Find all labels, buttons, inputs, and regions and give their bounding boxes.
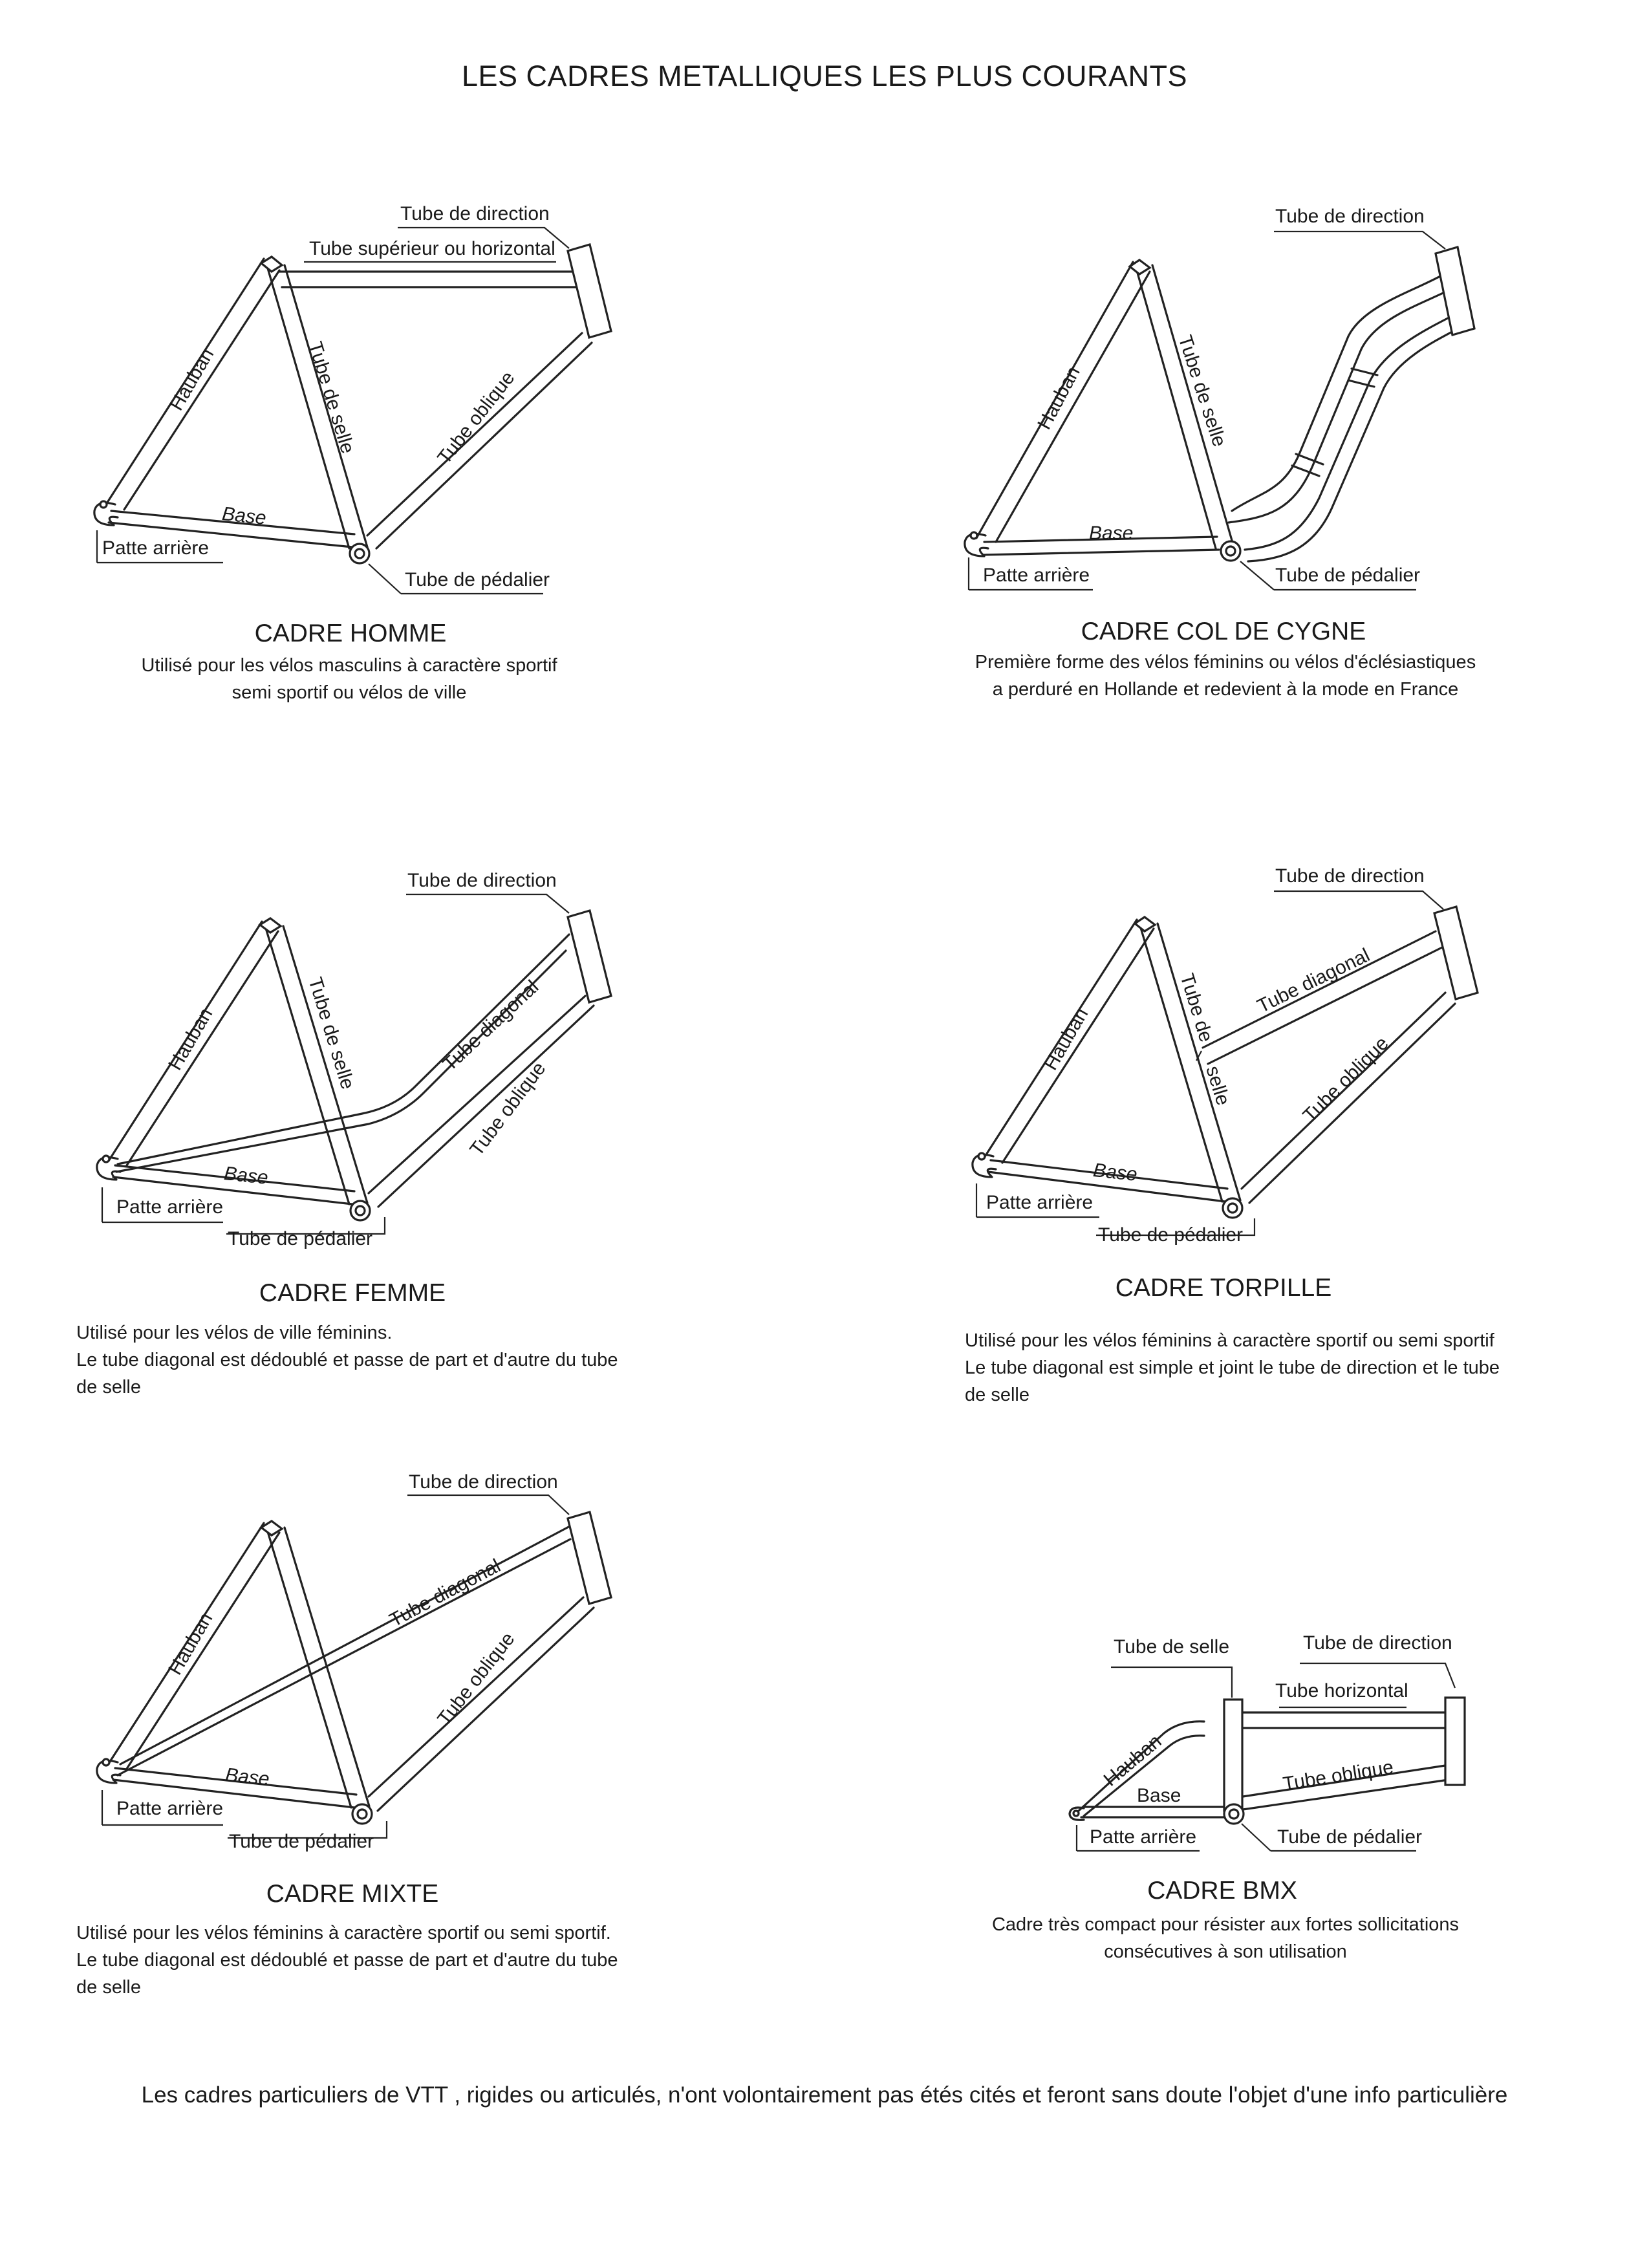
label-tube-pedalier: Tube de pédalier	[405, 569, 550, 590]
caption-cadre-bmx: CADRE BMX	[1147, 1877, 1297, 1905]
desc-line: Utilisé pour les vélos de ville féminins…	[76, 1323, 393, 1343]
label-patte-arriere: Patte arrière	[983, 565, 1090, 586]
caption-cadre-torpille: CADRE TORPILLE	[1115, 1274, 1332, 1302]
desc-line: Utilisé pour les vélos féminins à caract…	[965, 1330, 1494, 1351]
label-tube-direction: Tube de direction	[409, 1471, 558, 1493]
desc-line: semi sportif ou vélos de ville	[232, 682, 467, 703]
label-patte-arriere: Patte arrière	[116, 1196, 224, 1218]
label-tube-pedalier: Tube de pédalier	[1098, 1224, 1244, 1246]
label-patte-arriere: Patte arrière	[102, 537, 210, 559]
desc-line: Le tube diagonal est dédoublé et passe d…	[76, 1950, 618, 1971]
label-tube-direction: Tube de direction	[400, 203, 550, 224]
desc-line: Utilisé pour les vélos masculins à carac…	[141, 655, 557, 676]
label-tube-direction: Tube de direction	[1275, 865, 1425, 887]
label-base: Base	[1137, 1785, 1181, 1806]
label-tube-pedalier: Tube de pédalier	[228, 1228, 373, 1249]
footer-note: Les cadres particuliers de VTT , rigides…	[141, 2082, 1508, 2108]
caption-cadre-mixte: CADRE MIXTE	[266, 1880, 439, 1908]
desc-line: de selle	[965, 1385, 1029, 1405]
caption-cadre-homme: CADRE HOMME	[254, 620, 447, 647]
label-patte-arriere: Patte arrière	[116, 1798, 224, 1819]
desc-line: Cadre très compact pour résister aux for…	[991, 1914, 1460, 1935]
desc-line: consécutives à son utilisation	[1104, 1941, 1347, 1962]
label-tube-pedalier: Tube de pédalier	[229, 1831, 374, 1852]
desc-cadre-col-de-cygne: Première forme des vélos féminins ou vél…	[934, 649, 1516, 703]
label-tube-superieur: Tube supérieur ou horizontal	[309, 238, 555, 259]
desc-cadre-mixte: Utilisé pour les vélos féminins à caract…	[76, 1919, 671, 2001]
desc-line: de selle	[76, 1377, 141, 1398]
desc-cadre-bmx: Cadre très compact pour résister aux for…	[954, 1911, 1497, 1965]
caption-cadre-femme: CADRE FEMME	[259, 1279, 446, 1307]
label-tube-horizontal: Tube horizontal	[1275, 1680, 1408, 1701]
desc-cadre-homme: Utilisé pour les vélos masculins à carac…	[97, 652, 601, 706]
desc-line: Le tube diagonal est simple et joint le …	[965, 1357, 1500, 1378]
label-tube-pedalier: Tube de pédalier	[1275, 565, 1421, 586]
page-title: LES CADRES METALLIQUES LES PLUS COURANTS	[462, 59, 1187, 92]
desc-cadre-femme: Utilisé pour les vélos de ville féminins…	[76, 1319, 658, 1401]
label-tube-selle: Tube de selle	[1114, 1636, 1230, 1658]
desc-cadre-torpille: Utilisé pour les vélos féminins à caract…	[965, 1327, 1586, 1409]
label-tube-direction: Tube de direction	[1275, 206, 1425, 227]
desc-line: Le tube diagonal est dédoublé et passe d…	[76, 1350, 618, 1370]
label-patte-arriere: Patte arrière	[986, 1192, 1094, 1213]
label-tube-pedalier: Tube de pédalier	[1277, 1826, 1423, 1848]
label-tube-direction: Tube de direction	[1303, 1632, 1452, 1654]
desc-line: de selle	[76, 1977, 141, 1998]
caption-cadre-col-de-cygne: CADRE COL DE CYGNE	[1081, 618, 1366, 645]
label-patte-arriere: Patte arrière	[1090, 1826, 1197, 1848]
desc-line: Première forme des vélos féminins ou vél…	[975, 652, 1476, 673]
label-base: Base	[1089, 523, 1134, 544]
desc-line: Utilisé pour les vélos féminins à caract…	[76, 1923, 611, 1943]
desc-line: a perduré en Hollande et redevient à la …	[992, 679, 1459, 700]
label-tube-direction: Tube de direction	[407, 870, 557, 891]
